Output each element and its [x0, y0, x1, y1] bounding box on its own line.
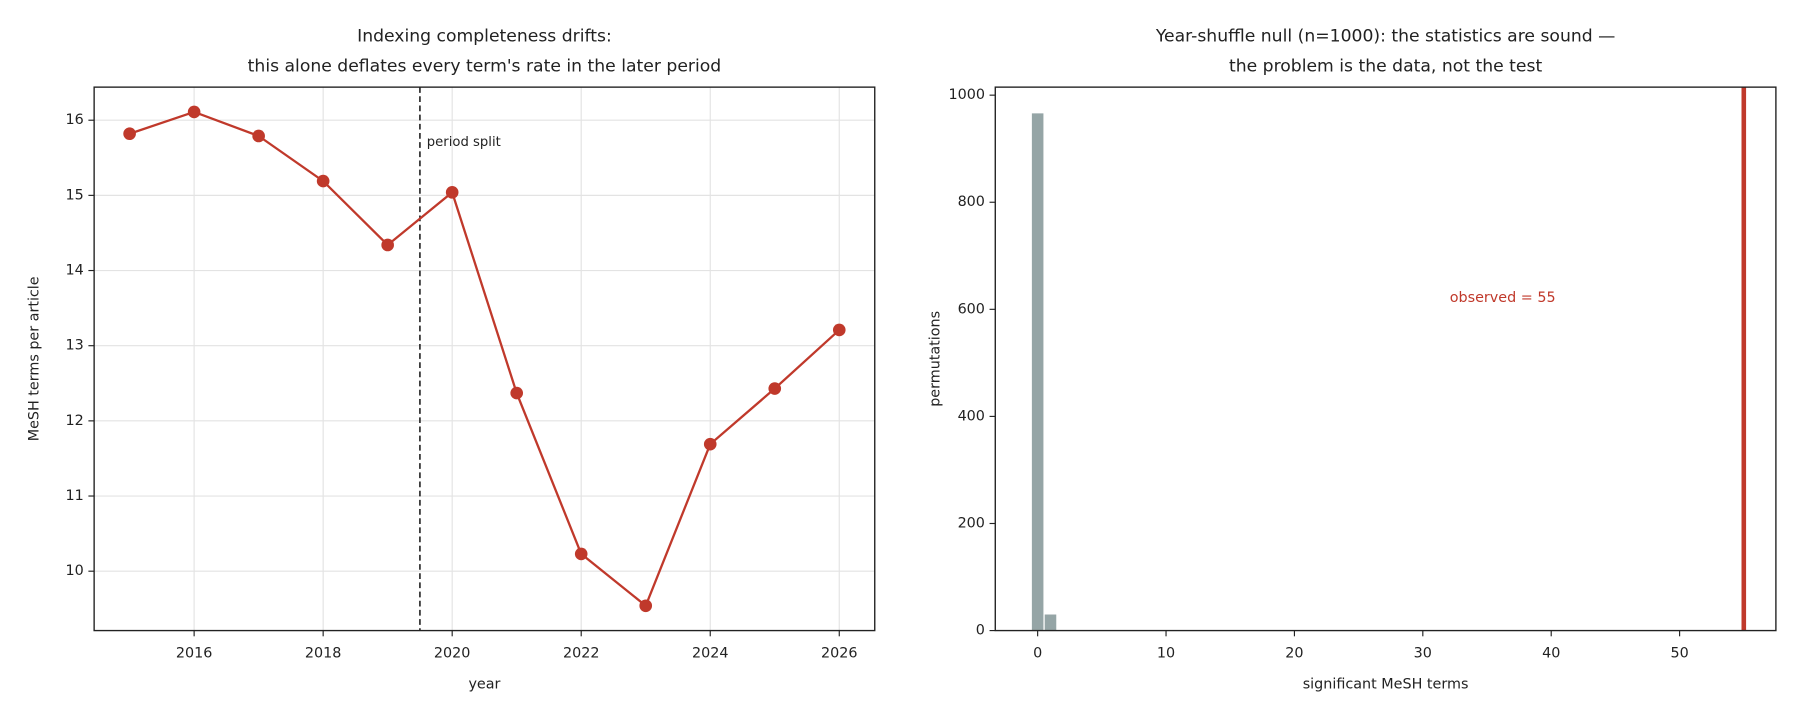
point — [832, 323, 846, 337]
point — [252, 129, 265, 143]
y-tick-label: 10 — [66, 563, 84, 579]
chart-title: Year-shuffle null (n=1000): the statisti… — [1155, 27, 1616, 77]
axes-frame — [93, 86, 876, 632]
series-line — [129, 110, 841, 608]
axes-frame — [994, 86, 1777, 632]
y-tick-label: 0 — [976, 623, 985, 639]
point — [445, 186, 459, 199]
point — [768, 382, 782, 395]
hist-bar — [1044, 614, 1057, 631]
x-tick-label: 20 — [1285, 646, 1303, 662]
point — [510, 386, 524, 400]
y-axis-label: MeSH terms per article — [26, 276, 42, 441]
y-tick-label: 12 — [66, 413, 84, 429]
x-tick-label: 2024 — [692, 646, 728, 662]
x-tick-label: 30 — [1414, 646, 1432, 662]
y-tick-label: 13 — [66, 338, 84, 354]
x-tick-label: 2020 — [434, 646, 470, 662]
y-tick-label: 15 — [66, 187, 84, 203]
x-tick-label: 0 — [1033, 646, 1042, 662]
x-tick-label: 2016 — [176, 646, 212, 662]
x-tick-label: 2022 — [563, 646, 599, 662]
x-axis-label: year — [468, 676, 500, 692]
x-tick-label: 50 — [1670, 646, 1688, 662]
point — [316, 174, 330, 188]
point — [703, 437, 717, 451]
y-tick-label: 14 — [66, 263, 84, 279]
point — [639, 599, 653, 613]
y-tick-label: 1000 — [948, 87, 984, 103]
point — [123, 127, 136, 141]
split-label: period split — [427, 135, 501, 150]
y-axis-label: permutations — [928, 311, 944, 407]
point — [381, 238, 394, 252]
y-tick-label: 200 — [958, 515, 985, 531]
hist-bar — [1031, 113, 1044, 631]
x-tick-label: 40 — [1542, 646, 1560, 662]
y-tick-label: 11 — [66, 488, 84, 504]
x-tick-label: 2026 — [821, 646, 857, 662]
observed-label: observed = 55 — [1450, 290, 1556, 306]
x-tick-label: 10 — [1157, 646, 1175, 662]
point — [574, 547, 588, 561]
y-tick-label: 800 — [958, 194, 985, 210]
x-tick-label: 2018 — [305, 646, 341, 662]
x-axis-label: significant MeSH terms — [1303, 676, 1469, 692]
y-tick-label: 400 — [958, 408, 985, 424]
y-tick-label: 600 — [958, 301, 985, 317]
point — [187, 105, 201, 119]
y-tick-label: 16 — [66, 112, 84, 128]
chart-title: Indexing completeness drifts: this alone … — [248, 27, 722, 77]
